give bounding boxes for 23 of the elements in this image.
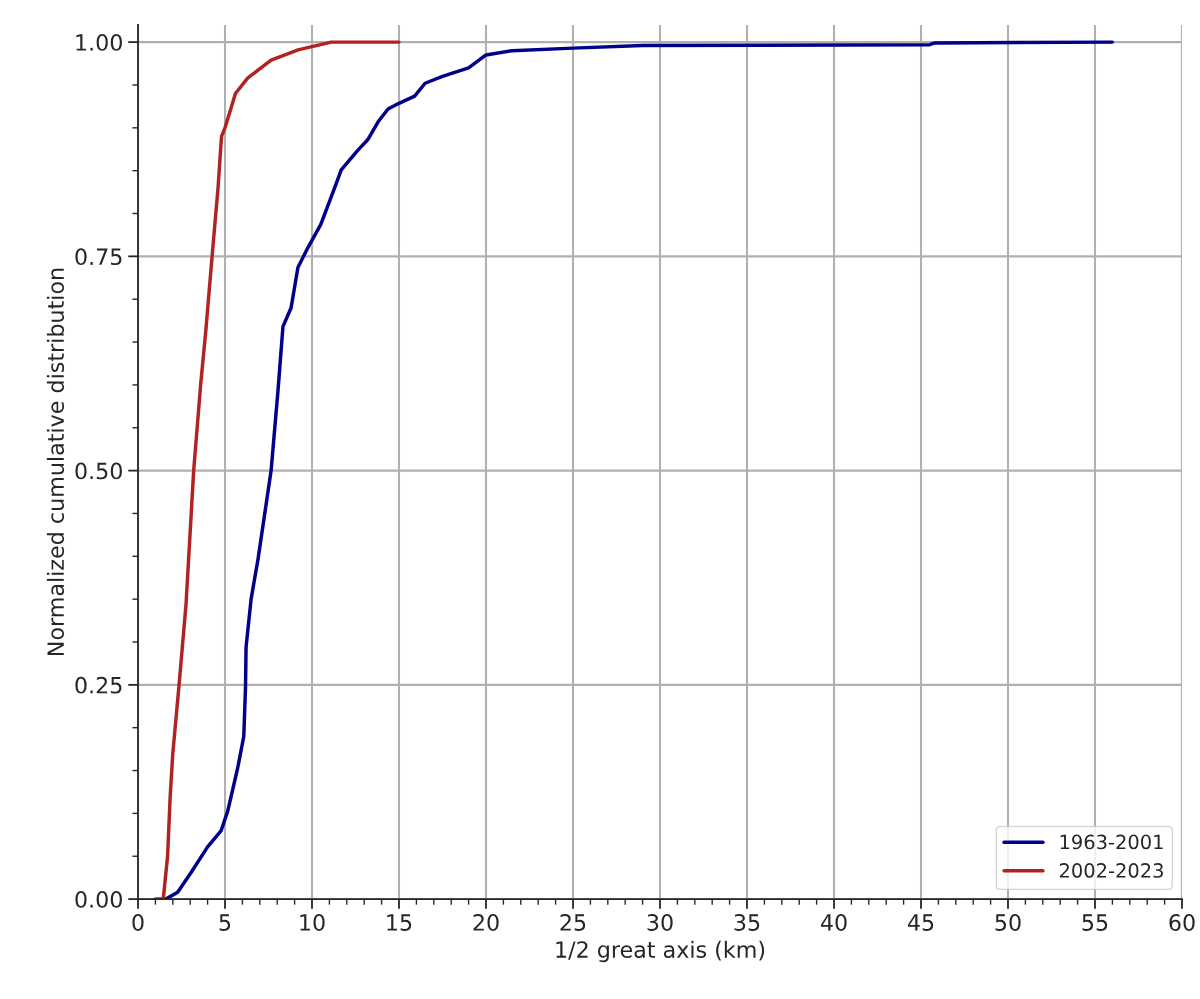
y-tick-label: 1.00	[76, 34, 122, 51]
y-axis-title: Normalized cumulative distribution	[46, 268, 65, 656]
y-tick-label: 0.25	[75, 676, 122, 694]
x-axis-title: 1/2 great axis (km)	[556, 940, 765, 963]
x-tick-label: 5	[219, 914, 231, 931]
y-tick-label: 0.00	[75, 891, 122, 908]
x-tick-label: 55	[1082, 914, 1108, 931]
x-tick-label: 15	[387, 914, 412, 931]
x-tick-label: 10	[300, 914, 325, 931]
y-tick-label: 0.50	[75, 462, 122, 480]
x-tick-label: 40	[820, 914, 847, 931]
legend-label: 2002-2023	[1059, 863, 1163, 878]
legend-label: 1963-2001	[1060, 834, 1163, 850]
x-tick-label: 30	[647, 914, 673, 931]
x-tick-label: 45	[907, 914, 934, 931]
x-tick-label: 20	[473, 914, 499, 931]
x-tick-label: 60	[1169, 914, 1195, 931]
x-tick-label: 35	[734, 914, 760, 931]
line-series	[153, 40, 401, 900]
y-tick-label: 0.75	[75, 248, 122, 266]
x-tick-label: 25	[560, 914, 586, 931]
x-tick-label: 0	[132, 914, 144, 931]
x-tick-label: 50	[995, 914, 1021, 931]
